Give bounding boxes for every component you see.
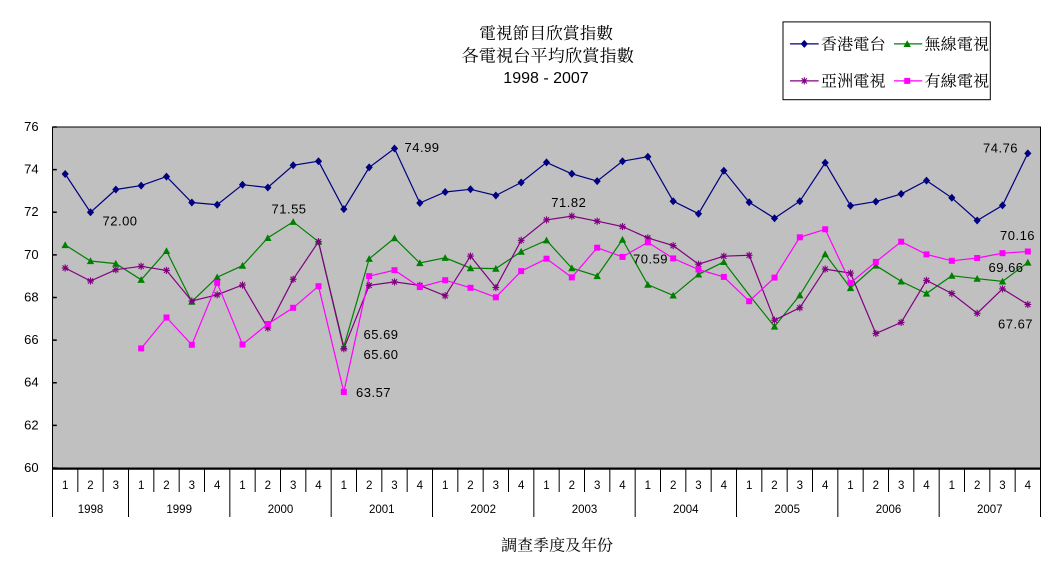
- svg-text:1: 1: [442, 480, 448, 492]
- svg-text:2: 2: [974, 480, 980, 492]
- svg-text:65.69: 65.69: [364, 327, 399, 342]
- svg-text:2000: 2000: [268, 504, 294, 516]
- svg-text:2: 2: [569, 480, 575, 492]
- svg-text:63.57: 63.57: [356, 385, 391, 400]
- svg-text:4: 4: [518, 480, 525, 492]
- svg-text:2004: 2004: [673, 504, 699, 516]
- svg-text:4: 4: [315, 480, 322, 492]
- svg-text:64: 64: [24, 375, 38, 390]
- svg-text:3: 3: [999, 480, 1005, 492]
- svg-text:1: 1: [949, 480, 955, 492]
- svg-text:4: 4: [1025, 480, 1032, 492]
- svg-text:65.60: 65.60: [364, 347, 399, 362]
- svg-text:60: 60: [24, 460, 38, 475]
- svg-text:74.99: 74.99: [405, 140, 440, 155]
- svg-text:2006: 2006: [876, 504, 902, 516]
- svg-text:2001: 2001: [369, 504, 395, 516]
- svg-text:1: 1: [847, 480, 853, 492]
- svg-text:1: 1: [138, 480, 144, 492]
- svg-text:4: 4: [417, 480, 424, 492]
- svg-text:72.00: 72.00: [103, 213, 138, 228]
- svg-text:2: 2: [163, 480, 169, 492]
- svg-text:4: 4: [721, 480, 728, 492]
- svg-text:3: 3: [189, 480, 195, 492]
- svg-text:3: 3: [290, 480, 296, 492]
- svg-text:3: 3: [493, 480, 499, 492]
- svg-text:1: 1: [239, 480, 245, 492]
- svg-text:68: 68: [24, 289, 38, 304]
- svg-text:3: 3: [594, 480, 600, 492]
- svg-text:70: 70: [24, 247, 38, 262]
- svg-text:66: 66: [24, 332, 38, 347]
- svg-text:1: 1: [341, 480, 347, 492]
- svg-text:2007: 2007: [977, 504, 1003, 516]
- svg-text:69.66: 69.66: [989, 260, 1024, 275]
- svg-text:3: 3: [797, 480, 803, 492]
- svg-text:76: 76: [24, 119, 38, 134]
- svg-text:70.16: 70.16: [1000, 228, 1035, 243]
- svg-text:2: 2: [771, 480, 777, 492]
- svg-text:2: 2: [467, 480, 473, 492]
- svg-text:71.55: 71.55: [272, 201, 307, 216]
- svg-text:4: 4: [214, 480, 221, 492]
- svg-text:1: 1: [543, 480, 549, 492]
- svg-text:2: 2: [873, 480, 879, 492]
- svg-text:1: 1: [62, 480, 68, 492]
- svg-text:1: 1: [746, 480, 752, 492]
- svg-text:2003: 2003: [572, 504, 598, 516]
- svg-text:3: 3: [898, 480, 904, 492]
- svg-text:3: 3: [695, 480, 701, 492]
- svg-text:4: 4: [822, 480, 829, 492]
- svg-text:1: 1: [645, 480, 651, 492]
- svg-text:62: 62: [24, 417, 38, 432]
- svg-text:4: 4: [619, 480, 626, 492]
- svg-text:2005: 2005: [774, 504, 800, 516]
- svg-text:1998: 1998: [78, 504, 104, 516]
- svg-text:72: 72: [24, 204, 38, 219]
- svg-text:2: 2: [670, 480, 676, 492]
- svg-text:2: 2: [265, 480, 271, 492]
- svg-text:3: 3: [113, 480, 119, 492]
- svg-text:1998 - 2007: 1998 - 2007: [503, 70, 589, 87]
- svg-text:3: 3: [391, 480, 397, 492]
- svg-text:2: 2: [366, 480, 372, 492]
- svg-text:71.82: 71.82: [551, 195, 586, 210]
- svg-text:74: 74: [24, 162, 38, 177]
- svg-text:4: 4: [923, 480, 930, 492]
- svg-text:1999: 1999: [166, 504, 192, 516]
- svg-text:74.76: 74.76: [983, 141, 1018, 156]
- svg-text:2: 2: [87, 480, 93, 492]
- svg-text:2002: 2002: [470, 504, 496, 516]
- svg-text:70.59: 70.59: [633, 251, 668, 266]
- svg-text:67.67: 67.67: [998, 317, 1033, 332]
